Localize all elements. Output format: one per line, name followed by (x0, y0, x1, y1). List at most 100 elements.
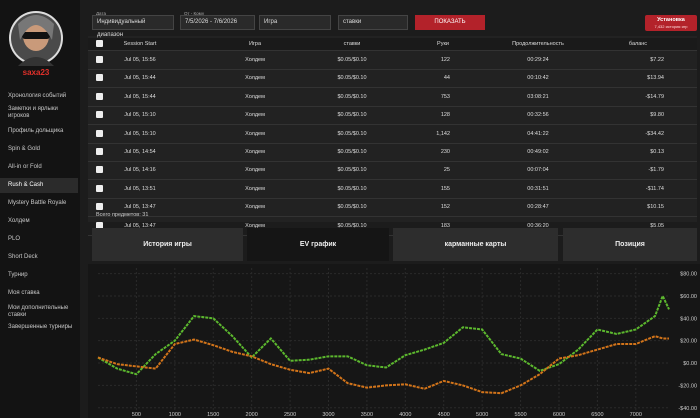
cell: Холдем (245, 185, 265, 192)
install-label: Установка (657, 17, 685, 23)
cell: $0.05/$0.10 (337, 93, 367, 100)
cell: 155 (440, 185, 450, 192)
checkbox[interactable] (96, 74, 103, 82)
menu-item[interactable]: Spin & Gold (8, 146, 41, 152)
date-mode-select[interactable]: Индивидуальный диапазон (92, 15, 174, 38)
cell: $0.05/$0.10 (337, 167, 367, 174)
cell: 152 (440, 204, 450, 211)
cell: 00:32:56 (527, 112, 549, 119)
table-row: Jul 05, 14:54 Холдем $0.05/$0.10 230 00:49:0… (88, 143, 697, 162)
cell: $5.05 (650, 222, 664, 229)
column-header[interactable]: Session Start (123, 41, 157, 47)
cell: Холдем (245, 222, 265, 229)
cell: $0.05/$0.10 (337, 75, 367, 82)
x-tick-label: 3500 (361, 412, 373, 418)
menu-item[interactable]: Турнир (8, 272, 28, 278)
menu-item[interactable]: Short Deck (8, 254, 38, 260)
tab[interactable]: Позиция (563, 228, 697, 261)
cell: Холдем (245, 204, 265, 211)
game-select[interactable]: Игра (259, 15, 331, 30)
y-tick-label: $40.00 (680, 316, 697, 322)
cell: 183 (440, 222, 450, 229)
x-tick-label: 1000 (169, 412, 181, 418)
x-tick-label: 500 (132, 412, 141, 418)
cell: Jul 05, 13:47 (124, 204, 156, 211)
avatar (9, 11, 63, 66)
checkbox[interactable] (96, 166, 103, 174)
cell: $0.05/$0.10 (337, 112, 367, 119)
stakes-select[interactable]: ставки (338, 15, 408, 30)
cell: Холдем (245, 57, 265, 63)
install-button[interactable]: Установка 7,432 история игр (645, 15, 697, 31)
checkbox[interactable] (96, 56, 103, 63)
x-tick-label: 1500 (207, 412, 219, 418)
cell: 753 (440, 93, 450, 100)
cell: Холдем (245, 167, 265, 174)
cell: 25 (443, 167, 450, 174)
x-tick-label: 3000 (322, 412, 334, 418)
column-header[interactable]: Продолжительность (512, 41, 564, 47)
x-tick-label: 2000 (246, 412, 258, 418)
checkbox[interactable] (96, 203, 103, 211)
y-tick-label: -$40.00 (678, 406, 697, 412)
series-line (97, 335, 669, 395)
cell: 122 (440, 57, 450, 63)
cell: $0.05/$0.10 (337, 57, 367, 63)
cell: $0.05/$0.10 (337, 149, 367, 155)
menu-item[interactable]: Мои дополнительные ставки (8, 305, 69, 318)
sessions-table: Session Start Игра ставки Руки Продолжительн… (88, 36, 697, 236)
tab[interactable]: EV график (247, 228, 389, 261)
table-row: Jul 05, 15:10 Холдем $0.05/$0.10 128 00:32:5… (88, 106, 697, 126)
menu-item[interactable]: Хронология событий (8, 93, 67, 99)
cell: $7.22 (650, 57, 664, 63)
table-footer: Всего предметов: 31 (96, 212, 149, 218)
username: saxa23 (22, 68, 50, 77)
column-header[interactable]: баланс (628, 41, 648, 47)
checkbox[interactable] (96, 40, 103, 47)
cell: Jul 05, 14:54 (124, 149, 156, 155)
checkbox[interactable] (96, 148, 103, 155)
menu-item[interactable]: Профиль дольщика (8, 128, 64, 134)
checkbox[interactable] (96, 184, 103, 192)
show-button[interactable]: ПОКАЗАТЬ (415, 15, 485, 30)
table-row: Jul 05, 15:10 Холдем $0.05/$0.10 1,142 04:41… (88, 125, 697, 144)
cell: -$11.74 (645, 185, 664, 192)
cell: $0.05/$0.10 (337, 185, 367, 192)
menu-item[interactable]: PLO (8, 236, 21, 242)
cell: $0.05/$0.10 (337, 130, 367, 137)
menu-item[interactable]: All-in or Fold (8, 164, 42, 170)
column-header[interactable]: Игра (248, 41, 262, 47)
column-header[interactable]: ставки (343, 41, 361, 47)
menu-item[interactable]: Mystery Battle Royale (8, 200, 67, 206)
cell: 00:10:42 (527, 75, 549, 82)
menu-item[interactable]: Заметки и ярлыки игроков (8, 106, 58, 119)
checkbox[interactable] (96, 129, 103, 137)
table-header: Session Start Игра ставки Руки Продолжительн… (88, 38, 697, 51)
cell: Jul 05, 15:44 (124, 75, 156, 82)
checkbox[interactable] (96, 92, 103, 100)
cell: 00:07:04 (527, 167, 549, 174)
y-tick-label: $60.00 (680, 294, 697, 300)
column-header[interactable]: Руки (437, 41, 449, 47)
cell: Холдем (245, 75, 265, 82)
menu-item[interactable]: Rush & Cash (0, 178, 78, 193)
cell: Холдем (245, 93, 265, 100)
checkbox[interactable] (96, 221, 103, 229)
tab[interactable]: История игры (92, 228, 243, 261)
menu-item[interactable]: Завершенные турниры (8, 324, 73, 330)
sidebar: saxa23 Хронология событий Заметки и ярлык… (0, 0, 80, 418)
range-input[interactable]: 7/5/2026 - 7/6/2026 (180, 15, 255, 30)
cell: $0.13 (650, 149, 664, 155)
cell: $10.15 (647, 204, 664, 211)
cell: -$34.42 (645, 130, 664, 137)
table-row: Jul 05, 13:51 Холдем $0.05/$0.10 155 00:31:5… (88, 180, 697, 199)
tab-label: История игры (143, 241, 192, 248)
checkbox[interactable] (96, 111, 103, 119)
cell: Холдем (245, 149, 265, 155)
tab[interactable]: карманные карты (393, 228, 558, 261)
menu-item[interactable]: Моя ставка (8, 290, 40, 296)
range-label: От - Кому (184, 11, 205, 16)
menu-item[interactable]: Холдем (8, 218, 30, 224)
y-tick-label: $80.00 (680, 272, 697, 278)
